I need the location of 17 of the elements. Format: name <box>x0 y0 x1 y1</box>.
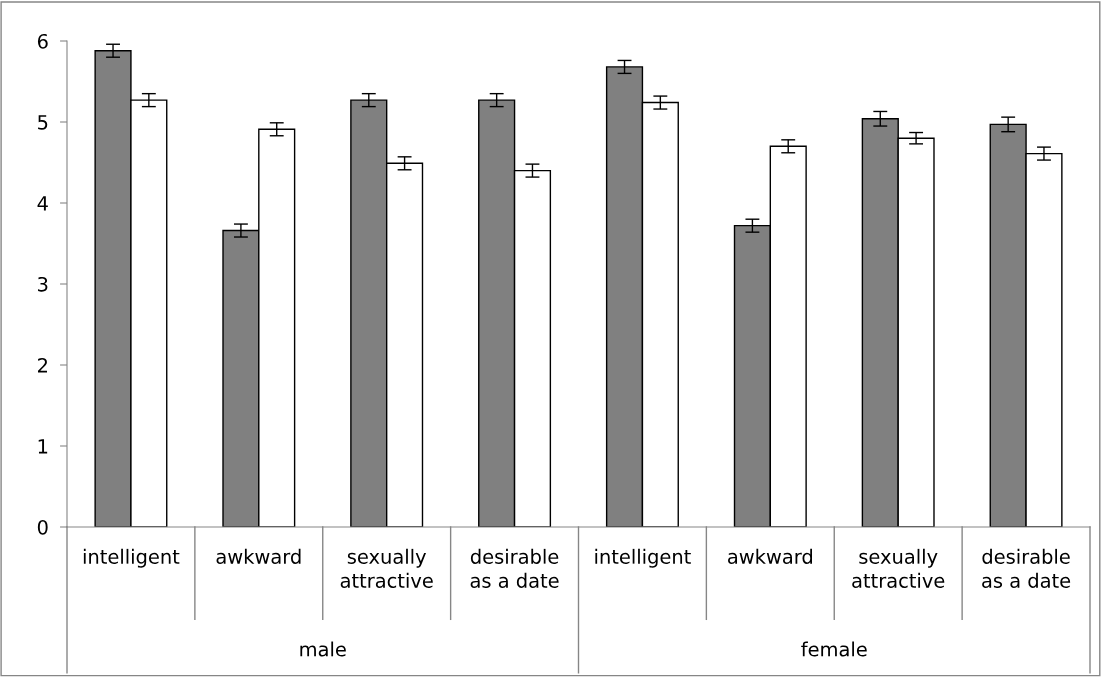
y-tick-label: 2 <box>38 357 47 373</box>
text: female <box>801 641 867 657</box>
x-tick-label: awkward <box>216 548 301 564</box>
text: male <box>300 641 346 657</box>
x-tick-label: awkward <box>728 548 812 564</box>
y-tick-label: 1 <box>38 439 48 454</box>
y-tick-label: 6 <box>37 33 48 49</box>
x-tick-label: sexually attractive <box>340 548 433 588</box>
y-tick-label: 5 <box>38 115 48 130</box>
x-tick-label: desirable as a date <box>470 548 559 588</box>
x-tick-label: desirable as a date <box>982 548 1071 588</box>
x-tick-label: sexually attractive <box>852 548 945 588</box>
y-tick-label: 0 <box>37 519 48 535</box>
y-tick-label: 3 <box>38 276 48 292</box>
y-tick-label: 4 <box>37 196 48 211</box>
x-tick-label: intelligent <box>83 548 180 568</box>
x-tick-label: intelligent <box>595 548 691 568</box>
